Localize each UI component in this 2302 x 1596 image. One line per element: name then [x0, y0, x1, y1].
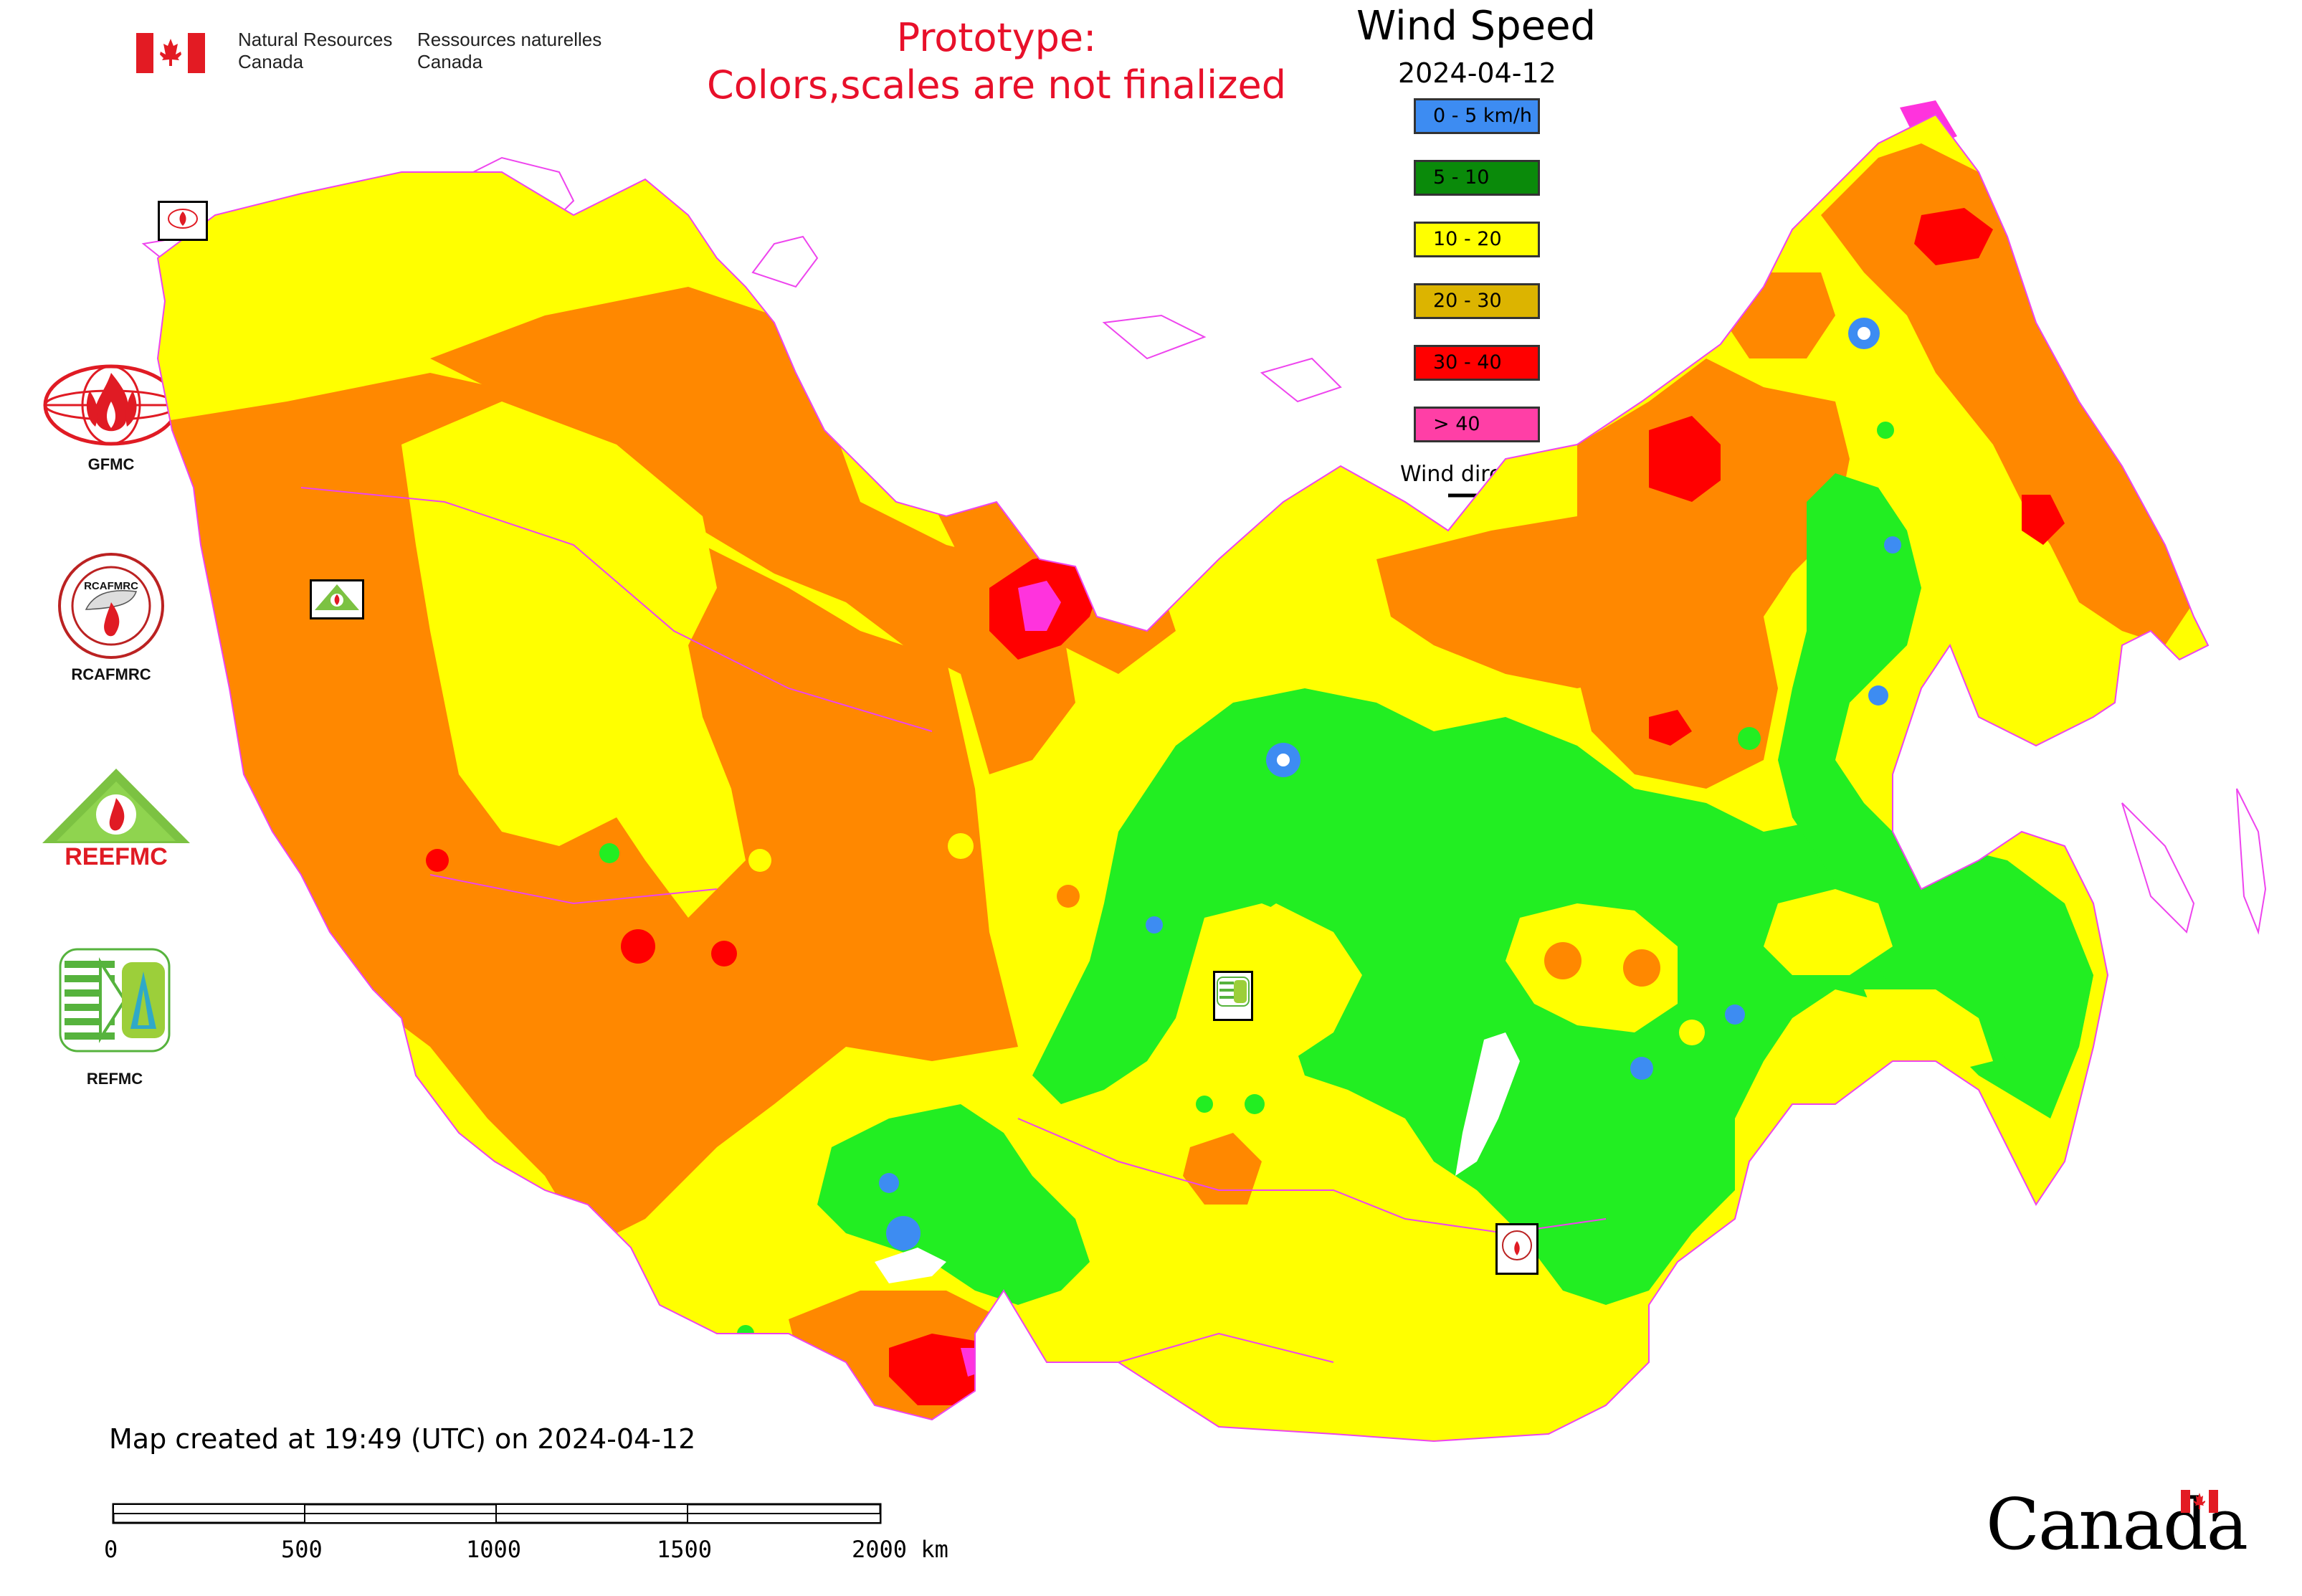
scale-tick-1500: 1500: [657, 1536, 713, 1563]
legend-label: 5 - 10: [1433, 166, 1490, 189]
canada-wordmark: Canada: [1986, 1484, 2248, 1570]
scale-tick-1000: 1000: [466, 1536, 522, 1563]
gfmc-label: GFMC: [87, 455, 135, 473]
legend-class-light: 5 - 10: [1414, 160, 1540, 196]
legend-class-strong: 30 - 40: [1414, 345, 1540, 381]
legend-label: > 40: [1433, 413, 1480, 435]
reefmc-emblem-icon: REEFMC: [42, 769, 190, 870]
scale-tick-0: 0: [104, 1536, 118, 1563]
legend-class-fresh: 20 - 30: [1414, 283, 1540, 319]
legend-class-gale: > 40: [1414, 407, 1540, 442]
prototype-line2: Colors,scales are not finalized: [707, 62, 1286, 108]
reefmc-mini-icon: [315, 584, 359, 610]
legend-label: 0 - 5 km/h: [1433, 105, 1532, 127]
refmc-map-badge: [1213, 971, 1253, 1021]
legend-class-moderate: 10 - 20: [1414, 222, 1540, 257]
nrcan-name-english: Natural Resources Canada: [238, 29, 392, 73]
nrcan-signature: Natural Resources Canada Ressources natu…: [136, 29, 609, 79]
refmc-logo: REFMC: [57, 946, 172, 1090]
gfmc-logo: GFMC: [39, 362, 183, 477]
reefmc-map-badge: [310, 579, 364, 619]
nrcan-name-french: Ressources naturelles Canada: [417, 29, 601, 73]
refmc-label: REFMC: [86, 1070, 143, 1088]
rcafmrc-mini-icon: [1502, 1230, 1532, 1260]
legend-label: 30 - 40: [1433, 351, 1502, 374]
refmc-mini-icon: [1217, 977, 1250, 1007]
rcafmrc-label: RCAFMRC: [71, 665, 151, 683]
reefmc-logo: REEFMC: [39, 766, 194, 873]
scale-tick-500: 500: [281, 1536, 323, 1563]
rcafmrc-seal-icon: RCAFMRC: [58, 553, 164, 659]
reefmc-wordmark: REEFMC: [65, 843, 168, 870]
canada-wordmark-text: Canada: [1986, 1484, 2248, 1566]
legend-date: 2024-04-12: [1398, 57, 1556, 89]
legend-label: 10 - 20: [1433, 228, 1502, 250]
prototype-notice: Prototype: Colors,scales are not finaliz…: [645, 14, 1348, 109]
map-created-timestamp: Map created at 19:49 (UTC) on 2024-04-12: [109, 1423, 696, 1455]
nrcan-english-line1: Natural Resources: [238, 29, 393, 50]
prototype-line1: Prototype:: [896, 15, 1097, 60]
legend-title: Wind Speed: [1356, 3, 1597, 49]
rcafmrc-logo: RCAFMRC RCAFMRC: [57, 552, 165, 695]
canada-flag-icon: [136, 33, 205, 73]
refmc-emblem-icon: [59, 948, 171, 1053]
scale-bar-graphic: [112, 1503, 882, 1524]
legend-class-calm: 0 - 5 km/h: [1414, 98, 1540, 134]
scale-bar: [112, 1503, 883, 1529]
rcafmrc-seal-text: RCAFMRC: [84, 580, 138, 592]
canada-wordmark-flag-icon: [2181, 1490, 2218, 1513]
nrcan-french-line2: Canada: [417, 51, 483, 72]
gfmc-map-badge: [158, 201, 208, 241]
scale-tick-2000: 2000 km: [852, 1536, 948, 1563]
legend-label: 20 - 30: [1433, 290, 1502, 312]
nrcan-french-line1: Ressources naturelles: [417, 29, 602, 50]
rcafmrc-map-badge: [1495, 1223, 1538, 1275]
nrcan-english-line2: Canada: [238, 51, 304, 72]
gfmc-mini-icon: [168, 209, 198, 229]
